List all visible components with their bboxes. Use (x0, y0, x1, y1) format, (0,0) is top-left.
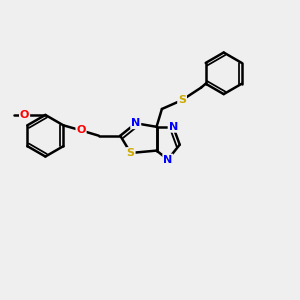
Text: S: S (127, 148, 135, 158)
Text: N: N (169, 122, 178, 132)
Text: O: O (20, 110, 29, 120)
Text: S: S (178, 95, 186, 105)
Text: N: N (163, 154, 172, 164)
Text: O: O (76, 125, 86, 135)
Text: N: N (131, 118, 140, 128)
